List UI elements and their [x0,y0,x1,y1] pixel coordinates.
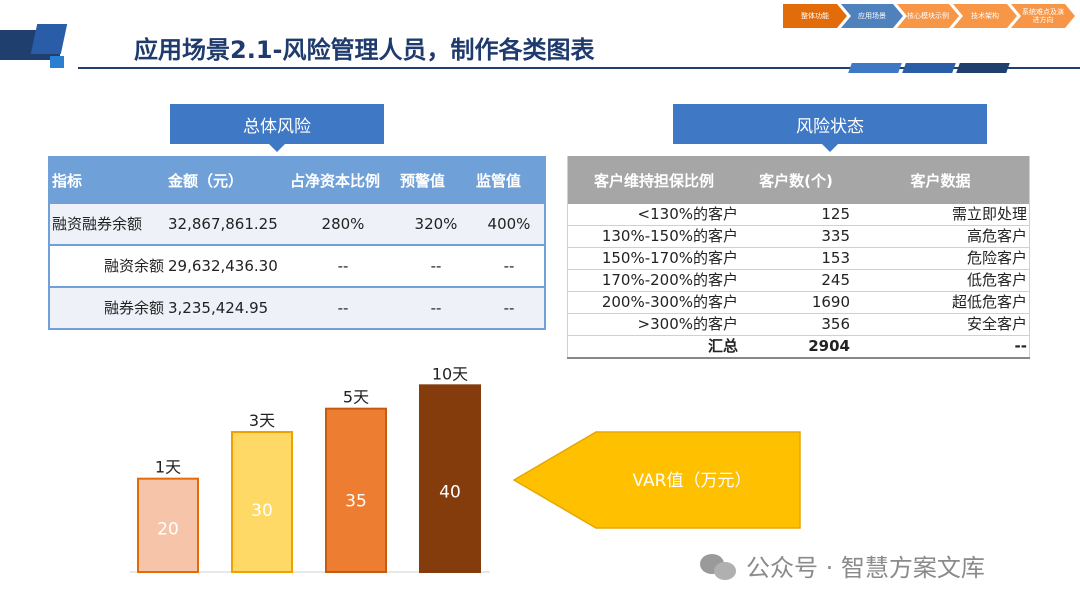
var-arrow-shape [512,431,801,529]
table-row: >300%的客户 356 安全客户 [567,313,1030,336]
cell-client-count: 335 [740,225,852,248]
cell-client-count: 153 [740,247,852,270]
cell-ratio-range: 200%-300%的客户 [567,291,740,314]
cell-client-data: 超低危客户 [852,291,1030,314]
bar-category-label: 1天 [155,458,181,477]
col-header-indicator: 指标 [49,157,166,203]
cell-client-data: 低危客户 [852,269,1030,292]
cell-client-data: 需立即处理 [852,204,1030,226]
rule-accent-blocks [848,63,1010,73]
cell-ratio-range: 170%-200%的客户 [567,269,740,292]
section-label-risk-status: 风险状态 [673,104,987,152]
cell-amount: 29,632,436.30 [166,244,288,287]
cell-client-count: 125 [740,204,852,226]
var-arrow-label: VAR值（万元） [633,471,752,491]
cell-amount: 3,235,424.95 [166,286,288,329]
bar-value-label: 20 [157,520,179,540]
col-header-ratio-range: 客户维持担保比例 [567,156,740,204]
bar-value-label: 40 [439,482,461,502]
cell-client-data: 危险客户 [852,247,1030,270]
col-header-client-count: 客户数(个) [740,156,852,204]
cell-ratio: 280% [288,202,398,245]
cell-regulatory: -- [474,244,545,287]
cell-client-count: 245 [740,269,852,292]
page-title: 应用场景2.1-风险管理人员，制作各类图表 [134,36,595,64]
cell-client-data: 安全客户 [852,313,1030,336]
title-underline [78,67,1080,69]
table-row: 170%-200%的客户 245 低危客户 [567,269,1030,292]
cell-regulatory: -- [474,286,545,329]
cell-total-data: -- [852,335,1030,359]
bar-2 [231,431,293,573]
logo-block-blue [30,24,68,54]
table-row: 200%-300%的客户 1690 超低危客户 [567,291,1030,314]
cell-total-label: 汇总 [567,335,740,359]
cell-indicator: 融资余额 [49,244,166,287]
nav-step-architecture[interactable]: 技术架构 [953,4,1017,28]
bar-category-label: 10天 [432,364,468,383]
cell-warning: -- [398,286,474,329]
watermark: 公众号 · 智慧方案文库 [700,548,985,583]
cell-ratio: -- [288,286,398,329]
table-row: 融资融券余额 32,867,861.25 280% 320% 400% [49,202,545,245]
nav-step-overall[interactable]: 整体功能 [783,4,847,28]
cell-ratio-range: 130%-150%的客户 [567,225,740,248]
cell-indicator: 融券余额 [49,286,166,329]
rule-block-1 [848,63,902,73]
cell-warning: -- [398,244,474,287]
var-bar-chart: 1天 20 3天 30 5天 35 10天 40 [130,364,490,574]
nav-step-core-modules[interactable]: 核心模块示例 [897,4,959,28]
rule-block-2 [902,63,956,73]
table-total-row: 汇总 2904 -- [567,335,1030,359]
section-label-total-risk: 总体风险 [170,104,384,152]
cell-client-count: 1690 [740,291,852,314]
bar-value-label: 35 [345,492,367,512]
cell-ratio: -- [288,244,398,287]
bar-value-label: 30 [251,501,273,521]
risk-status-table: 客户维持担保比例 客户数(个) 客户数据 <130%的客户 125 需立即处理 … [567,156,1030,359]
bar-category-label: 3天 [249,411,275,430]
total-risk-table: 指标 金额（元） 占净资本比例 预警值 监管值 融资融券余额 32,867,86… [48,156,546,330]
col-header-regulatory: 监管值 [474,157,545,203]
table-row: 150%-170%的客户 153 危险客户 [567,247,1030,270]
bar-3 [325,407,387,573]
cell-indicator: 融资融券余额 [49,202,166,245]
cell-warning: 320% [398,202,474,245]
cell-ratio-range: <130%的客户 [567,204,740,226]
table-row: 130%-150%的客户 335 高危客户 [567,225,1030,248]
cell-ratio-range: >300%的客户 [567,313,740,336]
logo-block-light [50,56,64,68]
col-header-client-data: 客户数据 [852,156,1030,204]
rule-block-3 [956,63,1010,73]
bar-4 [419,384,481,574]
col-header-amount: 金额（元） [166,157,288,203]
bar-category-label: 5天 [343,388,369,407]
nav-step-scenarios[interactable]: 应用场景 [841,4,903,28]
table-row: <130%的客户 125 需立即处理 [567,204,1030,226]
cell-amount: 32,867,861.25 [166,202,288,245]
cell-client-count: 356 [740,313,852,336]
cell-total-count: 2904 [740,335,852,359]
table-row: 融资余额 29,632,436.30 -- -- -- [49,244,545,287]
cell-ratio-range: 150%-170%的客户 [567,247,740,270]
nav-step-evolution[interactable]: 系统难点及演进方向 [1011,4,1075,28]
cell-client-data: 高危客户 [852,225,1030,248]
wechat-icon [700,552,738,580]
var-arrow-callout: VAR值（万元） [512,431,801,529]
col-header-ratio: 占净资本比例 [288,157,398,203]
table-header-row: 指标 金额（元） 占净资本比例 预警值 监管值 [49,157,545,203]
cell-regulatory: 400% [474,202,545,245]
table-row: 融券余额 3,235,424.95 -- -- -- [49,286,545,329]
watermark-text: 公众号 · 智慧方案文库 [746,554,985,582]
col-header-warning: 预警值 [398,157,474,203]
bar-1 [137,477,199,574]
table-header-row: 客户维持担保比例 客户数(个) 客户数据 [567,156,1030,204]
section-nav: 整体功能 应用场景 核心模块示例 技术架构 系统难点及演进方向 [783,4,1069,28]
